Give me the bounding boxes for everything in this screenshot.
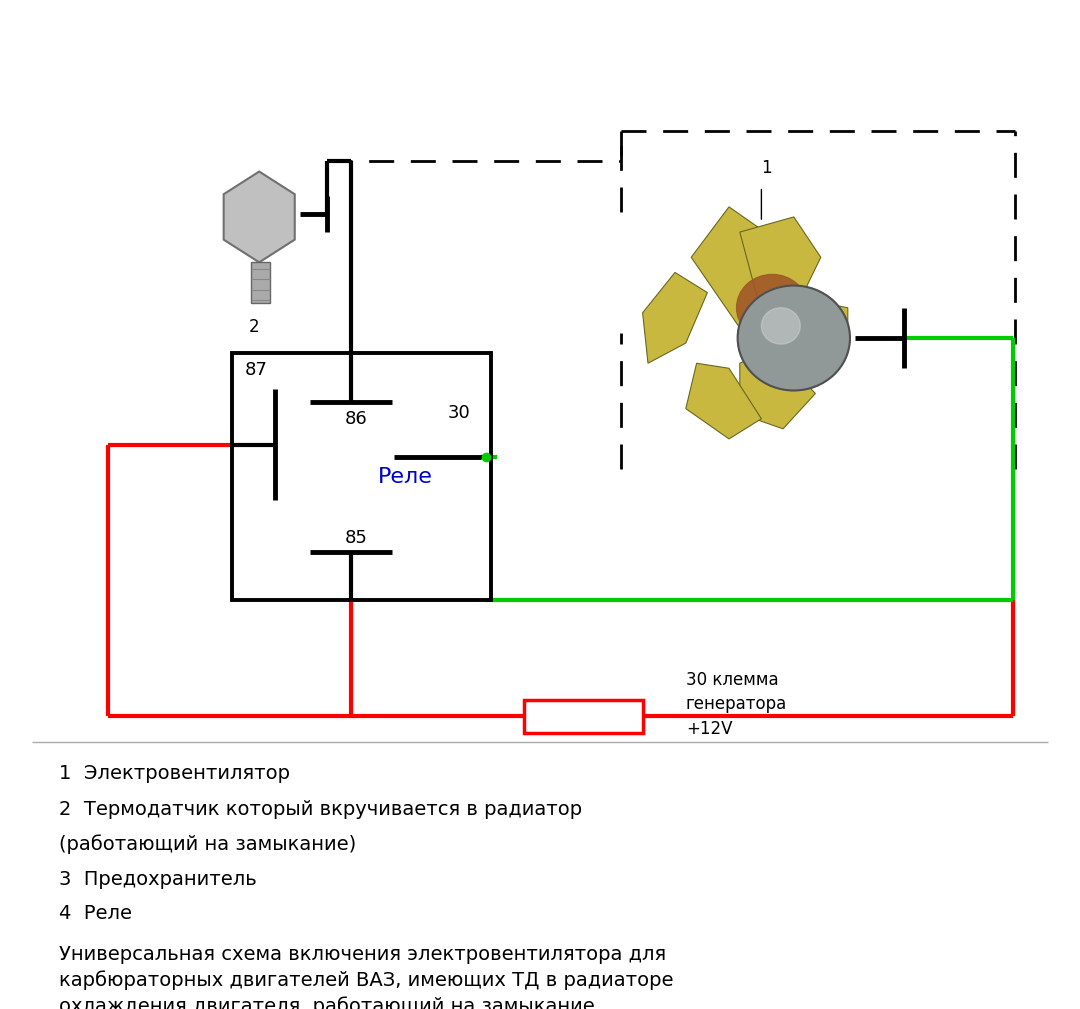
Text: 3  Предохранитель: 3 Предохранитель xyxy=(59,870,257,889)
Polygon shape xyxy=(740,348,815,429)
Text: 2: 2 xyxy=(248,318,259,336)
Polygon shape xyxy=(224,172,295,262)
Polygon shape xyxy=(691,207,772,328)
Polygon shape xyxy=(686,363,761,439)
Text: Реле: Реле xyxy=(378,467,432,486)
Bar xyxy=(232,353,491,600)
Text: 1: 1 xyxy=(761,158,772,177)
Text: карбюраторных двигателей ВАЗ, имеющих ТД в радиаторе: карбюраторных двигателей ВАЗ, имеющих ТД… xyxy=(59,971,674,991)
Text: (работающий на замыкание): (работающий на замыкание) xyxy=(59,834,356,855)
Text: 86: 86 xyxy=(345,410,368,428)
Text: 1  Электровентилятор: 1 Электровентилятор xyxy=(59,764,291,783)
Text: 87: 87 xyxy=(244,361,268,379)
Text: 85: 85 xyxy=(345,529,368,547)
Text: 30 клемма
генератора
+12V: 30 клемма генератора +12V xyxy=(686,671,787,738)
Text: Универсальная схема включения электровентилятора для: Универсальная схема включения электровен… xyxy=(59,945,666,965)
Bar xyxy=(524,700,643,733)
Circle shape xyxy=(737,274,808,341)
Circle shape xyxy=(761,308,800,344)
Text: охлаждения двигателя, работающий на замыкание.: охлаждения двигателя, работающий на замы… xyxy=(59,996,602,1009)
Polygon shape xyxy=(740,217,821,313)
Polygon shape xyxy=(772,298,848,373)
Text: 4  Реле: 4 Реле xyxy=(59,904,133,923)
Bar xyxy=(251,262,270,303)
Circle shape xyxy=(738,286,850,390)
Text: 2  Термодатчик который вкручивается в радиатор: 2 Термодатчик который вкручивается в рад… xyxy=(59,800,582,819)
Polygon shape xyxy=(643,272,707,363)
Text: 30: 30 xyxy=(447,404,471,422)
